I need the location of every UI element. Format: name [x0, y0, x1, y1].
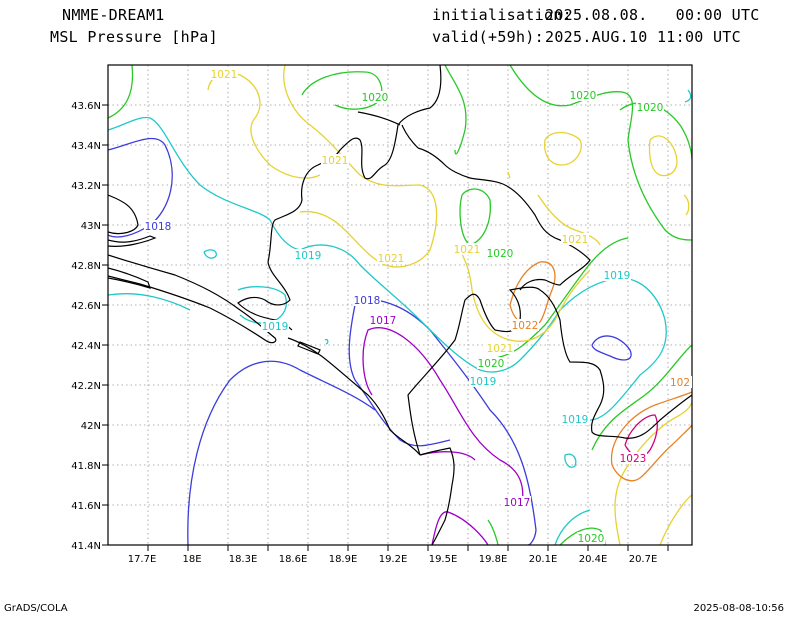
y-tick-label: 41.4N [71, 541, 101, 552]
contour-label: 1021 [453, 243, 481, 256]
contour-label: 1019 [603, 269, 631, 282]
svg-text:1022: 1022 [512, 320, 539, 332]
footer-credit: GrADS/COLA [4, 603, 68, 614]
model-title: NMME-DREAM1 [62, 6, 165, 24]
isobar-1021 [207, 65, 692, 545]
svg-text:102: 102 [670, 377, 690, 389]
svg-text:1021: 1021 [562, 234, 589, 246]
contour-label: 1020 [361, 91, 389, 104]
svg-text:1017: 1017 [370, 315, 397, 327]
svg-text:1020: 1020 [478, 358, 505, 370]
contour-label: 1023 [619, 452, 647, 465]
svg-text:1019: 1019 [295, 250, 322, 262]
x-tick-label: 20.4E [579, 554, 608, 565]
y-tick-label: 42.8N [71, 261, 101, 272]
svg-text:1023: 1023 [620, 453, 647, 465]
svg-text:1019: 1019 [470, 376, 497, 388]
y-tick-label: 41.8N [71, 461, 101, 472]
footer-timestamp: 2025-08-08-10:56 [693, 603, 784, 614]
contour-label: 1018 [353, 294, 381, 307]
contour-label: 1017 [503, 496, 531, 509]
svg-text:1021: 1021 [211, 69, 238, 81]
svg-text:1021: 1021 [487, 343, 514, 355]
y-tick-label: 42.6N [71, 301, 101, 312]
field-title: MSL Pressure [hPa] [50, 28, 218, 46]
svg-text:1021: 1021 [378, 253, 405, 265]
contour-label: 1020 [477, 357, 505, 370]
contour-label: 1020 [636, 101, 664, 114]
y-tick-label: 42.4N [71, 341, 101, 352]
svg-text:1018: 1018 [145, 221, 172, 233]
svg-text:1021: 1021 [454, 244, 481, 256]
isobar-1020 [108, 65, 692, 545]
svg-text:1019: 1019 [562, 414, 589, 426]
y-tick-label: 41.6N [71, 501, 101, 512]
x-tick-label: 19.2E [379, 554, 408, 565]
svg-text:1020: 1020 [362, 92, 389, 104]
contour-label: 1020 [486, 247, 514, 260]
svg-text:1020: 1020 [578, 533, 605, 545]
init-label: initialisation: [432, 6, 572, 24]
contour-label: 1021 [486, 342, 514, 355]
y-tick-label: 43N [81, 221, 101, 232]
x-tick-label: 20.7E [629, 554, 658, 565]
contour-label: 1022 [511, 319, 539, 332]
x-tick-label: 18.6E [279, 554, 308, 565]
contour-label: 1021 [210, 68, 238, 81]
x-tick-label: 19.8E [479, 554, 508, 565]
contour-label: 1020 [569, 89, 597, 102]
y-tick-label: 43.6N [71, 101, 101, 112]
x-tick-label: 18.9E [329, 554, 358, 565]
contour-label: 1018 [144, 220, 172, 233]
contour-label: 102 [668, 376, 692, 389]
x-tick-label: 19.5E [429, 554, 458, 565]
svg-text:1017: 1017 [504, 497, 531, 509]
x-tick-label: 17.7E [128, 554, 157, 565]
y-tick-label: 42N [81, 421, 101, 432]
svg-text:1019: 1019 [262, 321, 289, 333]
x-tick-label: 18E [182, 554, 201, 565]
contour-label: 1017 [369, 314, 397, 327]
init-value: 2025.08.08. 00:00 UTC [545, 6, 760, 24]
contour-label: 1019 [469, 375, 497, 388]
y-tick-label: 43.2N [71, 181, 101, 192]
y-tick-label: 43.4N [71, 141, 101, 152]
svg-text:1020: 1020 [570, 90, 597, 102]
svg-text:1019: 1019 [604, 270, 631, 282]
x-tick-label: 18.3E [229, 554, 258, 565]
contour-label: 1019 [294, 249, 322, 262]
valid-label: valid(+59h): [432, 28, 544, 46]
grid-lines [108, 65, 692, 545]
svg-text:1021: 1021 [322, 155, 349, 167]
contour-label: 1019 [561, 413, 589, 426]
y-tick-label: 42.2N [71, 381, 101, 392]
svg-text:1020: 1020 [487, 248, 514, 260]
contour-label: 1021 [321, 154, 349, 167]
contour-label: 1019 [261, 320, 289, 333]
svg-text:1020: 1020 [637, 102, 664, 114]
isobar-1019 [108, 89, 692, 545]
svg-text:1018: 1018 [354, 295, 381, 307]
x-tick-label: 20.1E [529, 554, 558, 565]
contour-label: 1021 [561, 233, 589, 246]
valid-value: 2025.AUG.10 11:00 UTC [545, 28, 741, 46]
contour-label: 1020 [577, 532, 605, 545]
isobar-1018 [108, 137, 632, 545]
contour-label: 1021 [377, 252, 405, 265]
